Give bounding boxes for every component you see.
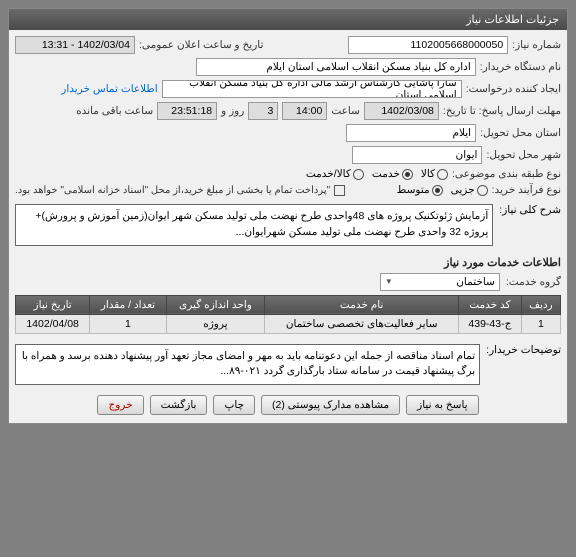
group-select-value: ساختمان xyxy=(456,276,495,288)
td-name: سایر فعالیت‌های تخصصی ساختمان xyxy=(265,314,459,333)
th-unit: واحد اندازه گیری xyxy=(166,295,265,314)
desc-box: آزمایش ژئوتکنیک پروژه های 48واحدی طرح نه… xyxy=(15,204,493,246)
process-radios: جزیی متوسط xyxy=(397,184,488,196)
days-remain-field: 3 xyxy=(248,102,278,120)
services-title: اطلاعات خدمات مورد نیاز xyxy=(15,256,561,269)
desc-label: شرح کلی نیاز: xyxy=(499,200,561,216)
chevron-down-icon: ▼ xyxy=(385,277,393,286)
td-qty: 1 xyxy=(90,314,166,333)
attachments-button[interactable]: مشاهده مدارک پیوستی (2) xyxy=(261,395,400,415)
th-row: ردیف xyxy=(521,295,560,314)
radio-khadmat[interactable]: خدمت xyxy=(372,168,413,180)
radio-kala[interactable]: کالا xyxy=(421,168,448,180)
td-date: 1402/04/08 xyxy=(16,314,90,333)
exit-button[interactable]: خروج xyxy=(97,395,143,415)
radio-motevaset[interactable]: متوسط xyxy=(397,184,443,196)
subject-type-radios: کالا خدمت کالا/خدمت xyxy=(306,168,448,180)
table-header-row: ردیف کد خدمت نام خدمت واحد اندازه گیری ت… xyxy=(16,295,561,314)
group-label: گروه خدمت: xyxy=(506,276,561,288)
pub-date-field: 1402/03/04 - 13:31 xyxy=(15,36,135,54)
services-table: ردیف کد خدمت نام خدمت واحد اندازه گیری ت… xyxy=(15,295,561,334)
footer-buttons: پاسخ به نیاز مشاهده مدارک پیوستی (2) چاپ… xyxy=(15,389,561,417)
table-row[interactable]: 1 ج-43-439 سایر فعالیت‌های تخصصی ساختمان… xyxy=(16,314,561,333)
print-button[interactable]: چاپ xyxy=(213,395,255,415)
payment-note: "پرداخت تمام یا بخشی از مبلغ خرید،از محل… xyxy=(15,185,330,196)
th-code: کد خدمت xyxy=(459,295,522,314)
process-label: نوع فرآیند خرید: xyxy=(492,184,561,196)
remain-label: ساعت باقی مانده xyxy=(76,105,153,117)
note-box: تمام اسناد مناقصه از جمله این دعوتنامه ب… xyxy=(15,344,480,386)
back-button[interactable]: بازگشت xyxy=(150,395,208,415)
deadline-date-field: 1402/03/08 xyxy=(364,102,439,120)
payment-checkbox[interactable] xyxy=(334,185,345,196)
td-code: ج-43-439 xyxy=(459,314,522,333)
requester-label: ایجاد کننده درخواست: xyxy=(466,83,561,95)
time-label-1: ساعت xyxy=(331,105,360,117)
buyer-field: اداره کل بنیاد مسکن انقلاب اسلامی استان … xyxy=(196,58,476,76)
province-field: ایلام xyxy=(346,124,476,142)
need-no-field: 1102005668000050 xyxy=(348,36,508,54)
deadline-time-field: 14:00 xyxy=(282,102,327,120)
details-window: جزئیات اطلاعات نیاز شماره نیاز: 11020056… xyxy=(8,8,568,424)
th-qty: تعداد / مقدار xyxy=(90,295,166,314)
note-label: توضیحات خریدار: xyxy=(486,340,561,356)
province-label: استان محل تحویل: xyxy=(480,127,561,139)
window-content: شماره نیاز: 1102005668000050 تاریخ و ساع… xyxy=(9,30,567,423)
deadline-label: مهلت ارسال پاسخ: تا تاریخ: xyxy=(443,105,561,117)
countdown-field: 23:51:18 xyxy=(157,102,217,120)
td-unit: پروژه xyxy=(166,314,265,333)
th-name: نام خدمت xyxy=(265,295,459,314)
th-date: تاریخ نیاز xyxy=(16,295,90,314)
window-title: جزئیات اطلاعات نیاز xyxy=(466,14,559,26)
buyer-label: نام دستگاه خریدار: xyxy=(480,61,561,73)
requester-field: سارا پاشایی کارشناس ارشد مالی اداره کل ب… xyxy=(162,80,462,98)
pub-date-label: تاریخ و ساعت اعلان عمومی: xyxy=(139,39,263,51)
city-field: ایوان xyxy=(352,146,482,164)
city-label: شهر محل تحویل: xyxy=(486,149,561,161)
need-no-label: شماره نیاز: xyxy=(512,39,561,51)
contact-link[interactable]: اطلاعات تماس خریدار xyxy=(61,83,157,95)
radio-kalakhadmat[interactable]: کالا/خدمت xyxy=(306,168,364,180)
group-select[interactable]: ساختمان ▼ xyxy=(380,273,500,291)
window-title-bar: جزئیات اطلاعات نیاز xyxy=(9,9,567,30)
respond-button[interactable]: پاسخ به نیاز xyxy=(406,395,478,415)
radio-jozi[interactable]: جزیی xyxy=(451,184,488,196)
subject-type-label: نوع طبقه بندی موضوعی: xyxy=(452,168,561,180)
td-row: 1 xyxy=(521,314,560,333)
day-label: روز و xyxy=(221,105,244,117)
